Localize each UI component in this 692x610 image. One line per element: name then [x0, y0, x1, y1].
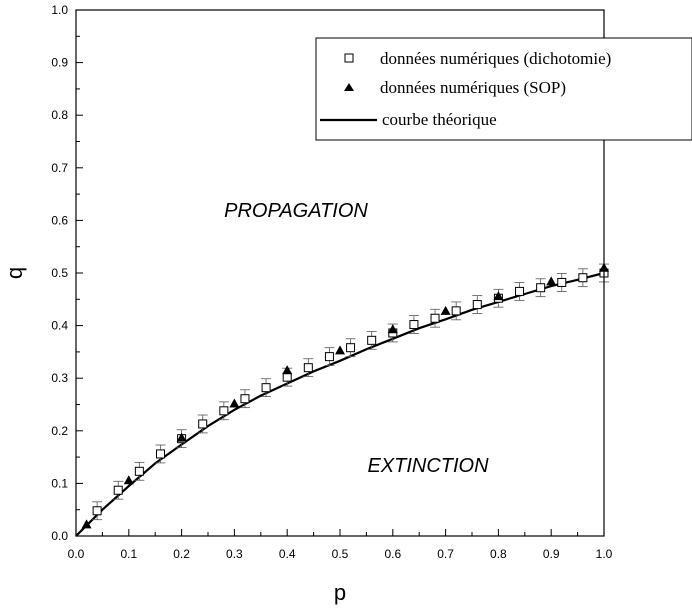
sop-point — [176, 432, 187, 442]
y-tick-label: 1.0 — [51, 3, 68, 17]
dichotomie-point — [514, 282, 525, 301]
dichotomie-point — [535, 278, 546, 298]
dichotomie-point — [451, 301, 462, 321]
sop-point — [387, 324, 398, 334]
dichotomie-point — [345, 338, 356, 358]
x-tick-label: 0.4 — [279, 547, 296, 561]
legend-label-dichotomie: données numériques (dichotomie) — [380, 49, 611, 68]
x-tick-label: 1.0 — [596, 547, 613, 561]
y-axis-title: q — [2, 267, 27, 279]
y-tick-label: 0.0 — [51, 529, 68, 543]
y-tick-label: 0.1 — [51, 476, 68, 490]
y-tick-label: 0.9 — [51, 56, 68, 70]
dichotomie-point — [113, 480, 124, 500]
legend-marker-dichotomie — [344, 53, 354, 63]
legend-label-theorique: courbe théorique — [382, 110, 497, 129]
dichotomie-point — [261, 378, 272, 398]
x-tick-label: 0.2 — [173, 547, 190, 561]
sop-point — [229, 398, 240, 408]
y-tick-label: 0.7 — [51, 161, 68, 175]
y-tick-label: 0.4 — [51, 319, 68, 333]
y-tick-label: 0.3 — [51, 371, 68, 385]
dichotomie-point — [155, 444, 166, 464]
dichotomie-point — [239, 389, 250, 409]
axis-ticks: 0.0 0.1 0.2 0.3 0.4 0.5 0.6 0.7 0.8 0.9 1.0 0.0 0.1 0… — [51, 3, 612, 561]
x-tick-label: 0.3 — [226, 547, 243, 561]
legend-label-sop: données numériques (SOP) — [380, 78, 566, 97]
sop-point — [282, 365, 293, 375]
x-tick-label: 0.9 — [543, 547, 560, 561]
legend-marker-sop — [344, 83, 354, 91]
dichotomie-point — [556, 273, 567, 292]
annotation-propagation: PROPAGATION — [224, 200, 368, 222]
chart-marks — [75, 262, 609, 537]
dichotomie-point — [577, 268, 588, 288]
x-tick-label: 0.7 — [437, 547, 454, 561]
y-tick-label: 0.2 — [51, 424, 68, 438]
legend-box — [315, 37, 692, 141]
x-axis-title: p — [334, 580, 346, 605]
dichotomie-point — [366, 330, 377, 350]
y-tick-label: 0.8 — [51, 108, 68, 122]
theoretical-curve — [75, 271, 605, 537]
sop-point — [81, 519, 92, 529]
dichotomie-point — [472, 295, 483, 314]
x-tick-label: 0.5 — [332, 547, 349, 561]
sop-point — [123, 475, 134, 485]
legend: données numériques (dichotomie) données … — [315, 37, 692, 141]
x-tick-label: 0.0 — [68, 547, 85, 561]
y-tick-label: 0.5 — [51, 266, 68, 280]
sop-point — [440, 305, 451, 315]
y-tick-label: 0.6 — [51, 213, 68, 227]
dichotomie-point — [430, 308, 441, 328]
dichotomie-point — [324, 347, 335, 366]
dichotomie-point — [408, 315, 419, 334]
x-tick-label: 0.6 — [384, 547, 401, 561]
dichotomie-point — [303, 358, 314, 378]
dichotomie-point — [218, 401, 229, 421]
dichotomie-point — [197, 414, 208, 434]
dichotomie-point — [134, 461, 145, 481]
dichotomie-point — [92, 501, 103, 521]
sop-point — [546, 276, 557, 286]
annotation-extinction: EXTINCTION — [367, 455, 489, 477]
x-tick-label: 0.1 — [120, 547, 137, 561]
sop-point — [493, 291, 504, 301]
sop-point — [335, 345, 345, 355]
x-tick-label: 0.8 — [490, 547, 507, 561]
